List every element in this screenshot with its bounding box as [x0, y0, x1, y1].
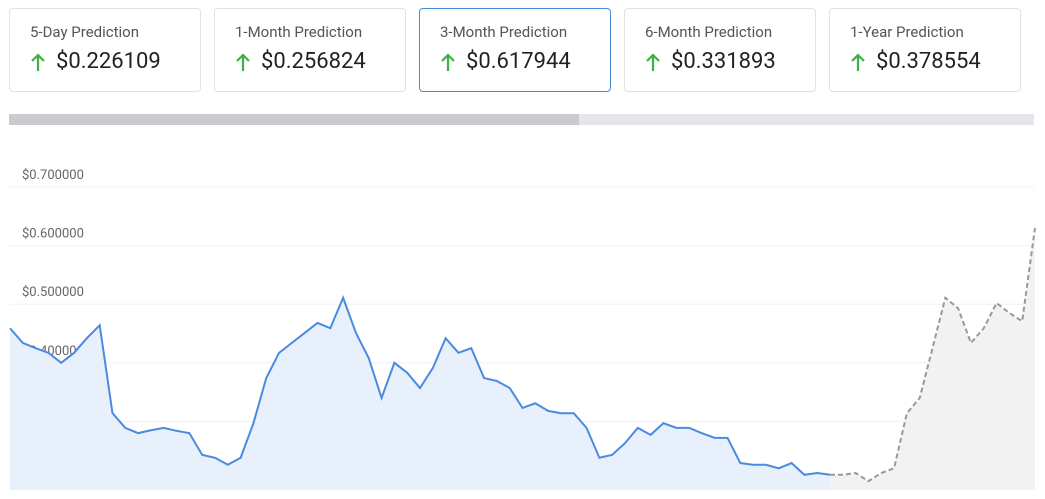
card-label: 1-Month Prediction [235, 23, 363, 41]
prediction-cards: 5-Day Prediction $0.226109 1-Month Predic… [9, 8, 1021, 92]
price-line [830, 227, 1036, 483]
area [10, 297, 830, 490]
card-label: 6-Month Prediction [645, 23, 773, 41]
up-arrow [236, 52, 250, 71]
y-tick-label: $0.500000 [22, 285, 84, 300]
prediction-card[interactable]: 6-Month Prediction $0.331893 [624, 8, 816, 92]
scroll-thumb[interactable] [9, 114, 579, 125]
card-label: 3-Month Prediction [440, 23, 568, 41]
card-label: 1-Year Prediction [850, 23, 964, 41]
price-line [9, 295, 831, 476]
y-tick-label: $0.700000 [22, 168, 84, 183]
card-value-row: $0.378554 [850, 49, 1020, 74]
card-value: $0.617944 [466, 49, 571, 74]
card-value-row: $0.617944 [440, 49, 610, 74]
card-value-row: $0.226109 [30, 49, 200, 74]
prediction-card[interactable]: 1-Year Prediction $0.378554 [829, 8, 1021, 92]
up-arrow [31, 52, 45, 71]
up-arrow [646, 52, 660, 71]
scrollbar[interactable] [9, 114, 1034, 125]
prediction-card[interactable]: 1-Month Prediction $0.256824 [214, 8, 406, 92]
card-value-row: $0.331893 [645, 49, 815, 74]
up-arrow [851, 52, 865, 71]
card-value: $0.256824 [261, 49, 366, 74]
prediction-card[interactable]: 3-Month Prediction $0.617944 [419, 8, 611, 92]
y-tick-label: $0.600000 [22, 227, 84, 242]
card-label: 5-Day Prediction [30, 23, 139, 41]
prediction-card[interactable]: 5-Day Prediction $0.226109 [9, 8, 201, 92]
area [830, 227, 1035, 490]
card-value: $0.331893 [671, 49, 776, 74]
card-value-row: $0.256824 [235, 49, 405, 74]
card-value: $0.226109 [56, 49, 161, 74]
up-arrow [441, 52, 455, 71]
card-value: $0.378554 [876, 49, 981, 74]
